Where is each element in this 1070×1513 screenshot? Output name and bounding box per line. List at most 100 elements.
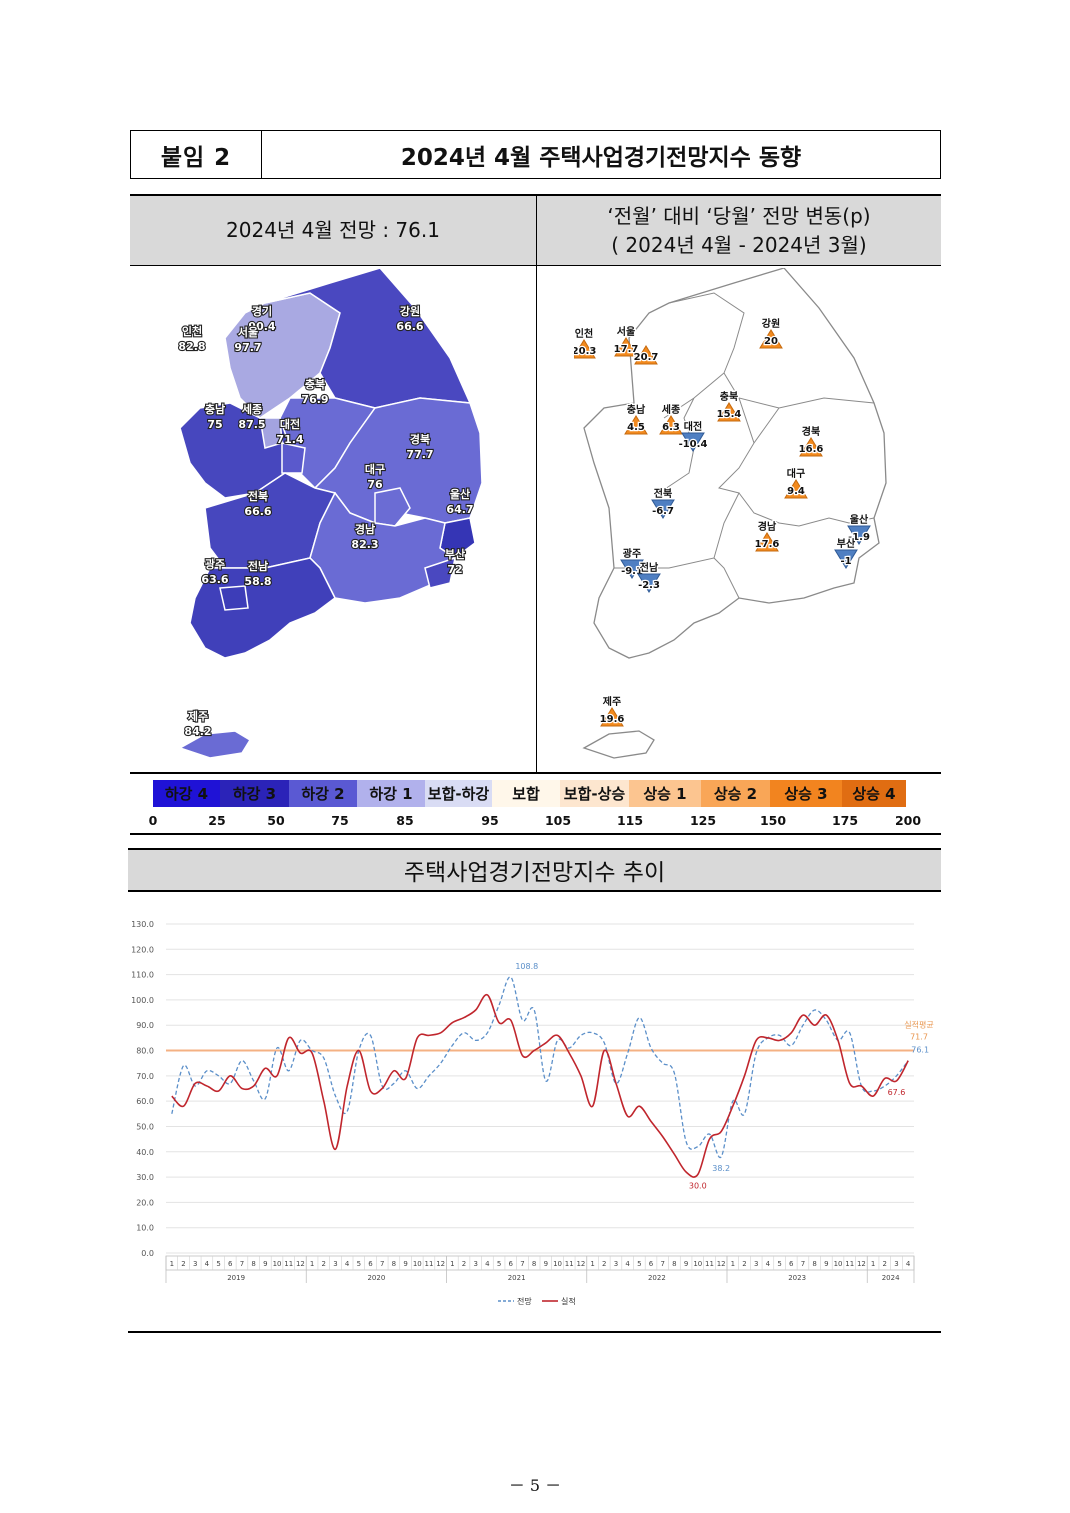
month-tick-label: 7 [660,1260,664,1268]
region-jeju [178,730,252,759]
y-tick-label: 50.0 [136,1122,154,1131]
region-value-label: 97.7 [234,341,261,354]
region-name-label: 제주 [188,709,208,723]
up-triangle-icon [799,437,823,457]
month-tick-label: 7 [801,1260,805,1268]
month-tick-label: 8 [532,1260,536,1268]
up-triangle-icon [600,707,624,727]
month-tick-label: 9 [544,1260,548,1268]
legend-tick: 95 [481,813,499,828]
month-tick-label: 3 [333,1260,337,1268]
panel-divider [536,196,537,772]
legend-segment: 보합-하강 [425,780,492,807]
region-name-label: 서울 [617,325,635,338]
legend-label: 실적 [561,1296,576,1306]
month-tick-label: 3 [614,1260,618,1268]
actual-line [171,993,909,1178]
down-triangle-icon [847,525,871,545]
legend-tick: 85 [396,813,414,828]
month-tick-label: 3 [473,1260,477,1268]
region-change-label: -2.3 [638,580,660,591]
month-tick-label: 4 [485,1260,490,1268]
region-value-label: 82.8 [178,340,205,353]
month-tick-label: 2 [462,1260,466,1268]
region-name-label: 인천 [575,327,593,340]
year-label: 2022 [648,1274,666,1282]
y-tick-label: 110.0 [131,971,154,980]
month-tick-label: 2 [602,1260,606,1268]
up-triangle-icon [634,345,658,365]
series-data-label: 38.2 [712,1164,730,1173]
month-tick-label: 5 [777,1260,781,1268]
month-tick-label: 3 [894,1260,898,1268]
region-change-label: -1.9 [848,532,870,543]
legend-segment: 하강 1 [357,780,425,807]
region-change-label: 17.6 [755,539,780,550]
region-change-label: 20.3 [574,346,596,357]
y-tick-label: 30.0 [136,1173,154,1182]
month-tick-label: 12 [436,1260,445,1268]
year-label: 2019 [227,1274,245,1282]
chart-y-ticks: 0.0 10.0 20.0 30.0 40.0 50.0 60.0 70.0 80.0 90.0 1… [131,920,154,1258]
region-name-label: 대구 [365,462,385,476]
series-data-label: 108.8 [515,962,538,971]
right-map-markers: 인천 20.3 서울 17.720.7 강원 20 충북 15.4 충남 4.5 세종 6.3 대전 -1… [574,316,871,727]
left-panel-title: 2024년 4월 전망 : 76.1 [226,218,440,242]
month-tick-label: 2 [322,1260,326,1268]
page-number: － 5 － [508,1476,562,1495]
series-data-label: 30.0 [689,1182,707,1191]
month-tick-label: 5 [637,1260,641,1268]
month-tick-label: 6 [368,1260,373,1268]
region-value-label: 66.6 [244,505,271,518]
right-panel-header: ‘전월’ 대비 ‘당월’ 전망 변동(p) ( 2024년 4월 - 2024년… [537,196,941,266]
region-name-label: 울산 [850,513,869,526]
legend-segment: 상승 3 [770,780,842,807]
trend-title: 주택사업경기전망지수 추이 [403,860,666,886]
chart-legend: 전망 실적 [498,1296,576,1306]
month-tick-label: 3 [754,1260,758,1268]
month-tick-label: 4 [205,1260,210,1268]
month-tick-label: 9 [263,1260,267,1268]
region-name-label: 충북 [720,390,738,403]
region-name-label: 대전 [280,417,300,431]
left-map-labels: 인천 82.8 경기 90.4서울 97.7 강원 66.6 충북 76.9 충남 75 세종 87.5… [177,303,474,739]
region-name-label: 광주 [623,548,641,560]
month-tick-label: 10 [273,1260,282,1268]
month-tick-label: 4 [906,1260,911,1268]
page-title: 2024년 4월 주택사업경기전망지수 동향 [400,144,802,171]
region-gwangju [219,585,249,611]
region-name-label: 제주 [603,695,621,708]
legend-tick: 0 [148,813,158,828]
region-value-label: 87.5 [238,418,265,431]
title-box: 붙임 2 2024년 4월 주택사업경기전망지수 동향 [130,130,941,179]
month-tick-label: 5 [357,1260,361,1268]
legend-tick: 105 [544,813,572,828]
up-triangle-icon [755,532,779,552]
down-triangle-icon [620,559,644,579]
average-value-label: 71.7 [910,1033,928,1042]
month-tick-label: 7 [240,1260,244,1268]
region-name-label: 전남 [248,559,268,573]
y-tick-label: 20.0 [136,1198,154,1207]
y-tick-label: 0.0 [141,1249,154,1258]
attachment-tag: 붙임 2 [131,131,262,178]
month-tick-label: 5 [216,1260,220,1268]
month-tick-label: 4 [766,1260,771,1268]
legend-segment: 보합 [492,780,560,807]
legend-segment: 하강 2 [289,780,357,807]
region-name-label: 대전 [684,420,702,433]
legend-tick: 50 [267,813,285,828]
month-tick-label: 8 [392,1260,396,1268]
month-tick-label: 1 [170,1260,174,1268]
change-map: 인천 20.3 서울 17.720.7 강원 20 충북 15.4 충남 4.5 세종 6.3 대전 -1… [574,268,887,759]
region-value-label: 64.7 [446,503,473,516]
month-tick-label: 1 [450,1260,454,1268]
legend-bars: 하강 4 하강 3 하강 2 하강 1 보합-하강 보합 보합-상승 상승 1 상승 2 상승 3… [153,780,906,807]
month-tick-label: 9 [684,1260,688,1268]
right-panel-title-line1: ‘전월’ 대비 ‘당월’ 전망 변동(p) [607,203,871,228]
region-gyeongbuk [313,397,483,524]
region-name-label: 전남 [640,561,659,574]
legend-tick: 115 [616,813,644,828]
y-tick-label: 130.0 [131,920,154,929]
month-tick-label: 12 [576,1260,585,1268]
